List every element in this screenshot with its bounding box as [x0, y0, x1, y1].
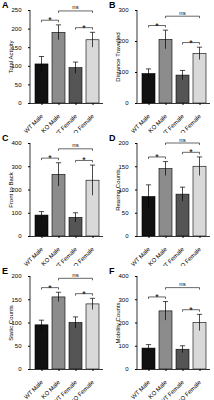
svg-text:*: * [82, 289, 86, 299]
svg-text:100: 100 [118, 186, 129, 193]
svg-text:WT Male: WT Male [129, 246, 152, 268]
svg-text:*: * [155, 152, 159, 162]
svg-text:0: 0 [18, 100, 22, 106]
svg-text:150: 150 [118, 164, 129, 170]
svg-text:200: 200 [118, 140, 129, 146]
html-text:D: D [109, 133, 116, 143]
svg-text:100: 100 [11, 63, 22, 70]
svg-text:*: * [48, 283, 52, 293]
svg-text:WT Female: WT Female [159, 246, 186, 273]
svg-text:50: 50 [122, 210, 129, 216]
svg-text:400: 400 [11, 140, 22, 146]
svg-text:*: * [48, 153, 52, 163]
svg-text:KO Male: KO Male [40, 113, 62, 134]
svg-text:KO Male: KO Male [40, 246, 62, 267]
svg-text:WT Female: WT Female [52, 246, 79, 273]
svg-text:WT Male: WT Male [22, 113, 45, 135]
svg-text:ns: ns [72, 4, 78, 10]
svg-text:300: 300 [118, 7, 129, 13]
svg-text:200: 200 [118, 38, 129, 45]
svg-text:100: 100 [118, 69, 129, 76]
svg-text:Static Counts: Static Counts [8, 305, 14, 341]
svg-text:0: 0 [125, 233, 129, 239]
svg-text:KO Female: KO Female [176, 113, 203, 139]
html-text:C: C [2, 133, 9, 143]
svg-text:0: 0 [125, 366, 129, 372]
svg-text:WT Female: WT Female [159, 113, 186, 140]
svg-text:Total Activity: Total Activity [8, 40, 14, 73]
svg-text:200: 200 [118, 319, 129, 326]
svg-text:ns: ns [72, 272, 78, 278]
svg-text:100: 100 [11, 210, 22, 216]
svg-text:WT Female: WT Female [52, 113, 79, 140]
svg-text:50: 50 [15, 343, 22, 349]
svg-text:Rearing Counts: Rearing Counts [115, 169, 121, 211]
svg-text:*: * [155, 21, 159, 31]
svg-text:KO Female: KO Female [69, 113, 96, 139]
svg-text:KO Male: KO Male [147, 113, 169, 134]
html-text:B: B [109, 0, 116, 10]
svg-text:*: * [82, 23, 86, 33]
svg-text:KO Male: KO Male [147, 379, 169, 400]
svg-text:ns: ns [72, 142, 78, 148]
svg-text:250: 250 [11, 7, 22, 13]
svg-text:WT Male: WT Male [129, 113, 152, 135]
svg-text:KO Female: KO Female [69, 379, 95, 400]
svg-text:Mobility Counts: Mobility Counts [115, 302, 121, 343]
svg-text:150: 150 [11, 44, 22, 51]
svg-text:*: * [189, 305, 193, 315]
svg-text:300: 300 [11, 164, 22, 170]
svg-text:*: * [48, 15, 52, 25]
svg-text:200: 200 [11, 273, 22, 279]
html-text:F: F [109, 266, 115, 276]
svg-text:WT Male: WT Male [22, 246, 45, 268]
svg-text:KO Male: KO Male [147, 246, 169, 267]
svg-text:400: 400 [118, 273, 129, 279]
svg-text:300: 300 [118, 297, 129, 303]
svg-text:*: * [155, 292, 159, 302]
svg-text:100: 100 [118, 343, 129, 350]
svg-text:KO Male: KO Male [40, 379, 62, 400]
svg-text:ns: ns [179, 10, 185, 16]
svg-text:100: 100 [11, 319, 22, 326]
svg-text:0: 0 [125, 100, 129, 106]
svg-text:*: * [189, 147, 193, 157]
svg-text:0: 0 [18, 233, 22, 239]
svg-text:Front to Back: Front to Back [8, 171, 14, 208]
svg-text:Distance Travelled: Distance Travelled [115, 32, 121, 81]
svg-text:KO Female: KO Female [176, 379, 202, 400]
svg-text:*: * [189, 38, 193, 48]
svg-text:200: 200 [11, 186, 22, 193]
svg-text:*: * [82, 155, 86, 165]
svg-text:50: 50 [15, 82, 22, 88]
svg-text:ns: ns [179, 137, 185, 143]
svg-text:KO Female: KO Female [69, 246, 96, 272]
html-text:E: E [2, 266, 8, 276]
svg-text:200: 200 [11, 26, 22, 32]
svg-text:ns: ns [179, 281, 185, 287]
svg-text:150: 150 [11, 297, 22, 303]
svg-text:0: 0 [18, 366, 22, 372]
html-text:A: A [2, 0, 9, 10]
svg-text:KO Female: KO Female [176, 246, 203, 272]
